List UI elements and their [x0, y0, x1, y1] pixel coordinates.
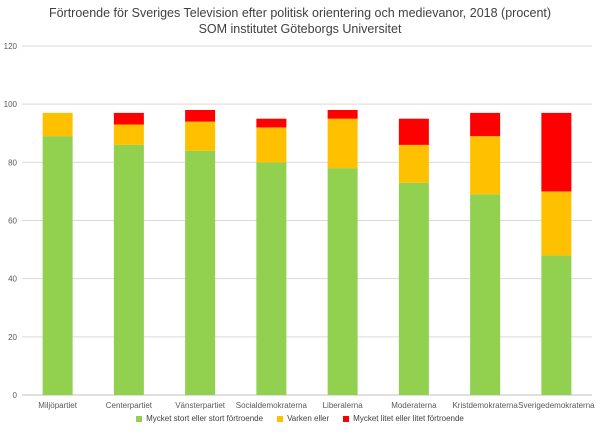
x-tick-label: Vänsterpartiet — [175, 401, 226, 410]
bar-segment-1 — [541, 191, 572, 256]
legend-label: Mycket stort eller stort förtroende — [146, 414, 264, 423]
bar-segment-2 — [398, 118, 429, 145]
bar-segment-2 — [470, 112, 501, 137]
y-tick-label: 100 — [4, 100, 18, 109]
x-tick-label: Moderaterna — [391, 401, 437, 410]
x-tick-label: Socialdemokraterna — [236, 401, 308, 410]
bar-segment-1 — [327, 118, 358, 169]
legend-item: Varken eller — [277, 414, 329, 423]
x-tick-label: Miljöpartiet — [38, 401, 77, 410]
legend-item: Mycket litet eller litet förtroende — [343, 414, 464, 423]
bar-segment-0 — [256, 162, 287, 395]
x-tick-label: Centerpartiet — [106, 401, 153, 410]
bar-segment-1 — [256, 127, 287, 163]
y-tick-label: 0 — [13, 391, 18, 400]
bar-segment-0 — [42, 136, 73, 396]
bar-segment-0 — [113, 144, 144, 395]
legend-swatch — [277, 415, 284, 422]
x-tick-label: Sverigedemokraterna — [518, 401, 595, 410]
legend-swatch — [343, 415, 350, 422]
legend-swatch — [136, 415, 143, 422]
bar-segment-0 — [185, 150, 216, 395]
bar-segment-2 — [327, 109, 358, 119]
x-tick-label: Liberalerna — [323, 401, 364, 410]
legend-item: Mycket stort eller stort förtroende — [136, 414, 263, 423]
bar-segment-1 — [42, 112, 73, 137]
y-tick-label: 20 — [8, 333, 17, 342]
chart-subtitle: SOM institutet Göteborgs Universitet — [198, 22, 402, 36]
y-tick-label: 40 — [8, 275, 17, 284]
y-tick-label: 120 — [4, 42, 18, 51]
bar-segment-0 — [327, 168, 358, 395]
bar-segment-1 — [185, 121, 216, 151]
y-tick-label: 80 — [8, 158, 17, 167]
bar-segment-1 — [470, 136, 501, 195]
bar-segment-2 — [185, 109, 216, 122]
bar-segment-2 — [256, 118, 287, 128]
y-tick-label: 60 — [8, 217, 17, 226]
legend-label: Mycket litet eller litet förtroende — [353, 414, 464, 423]
bar-segment-0 — [470, 194, 501, 395]
x-tick-label: Kristdemokraterna — [452, 401, 518, 410]
bar-segment-0 — [398, 182, 429, 395]
bar-segment-1 — [398, 144, 429, 183]
chart-title: Förtroende för Sveriges Television efter… — [48, 6, 552, 20]
bar-segment-0 — [541, 255, 572, 395]
bar-segment-2 — [541, 112, 572, 192]
bar-segment-1 — [113, 124, 144, 145]
chart-title-block: Förtroende för Sveriges Television efter… — [0, 5, 600, 37]
legend-label: Varken eller — [287, 414, 330, 423]
chart-legend: Mycket stort eller stort förtroende Varke… — [0, 414, 600, 423]
bar-segment-2 — [113, 112, 144, 125]
